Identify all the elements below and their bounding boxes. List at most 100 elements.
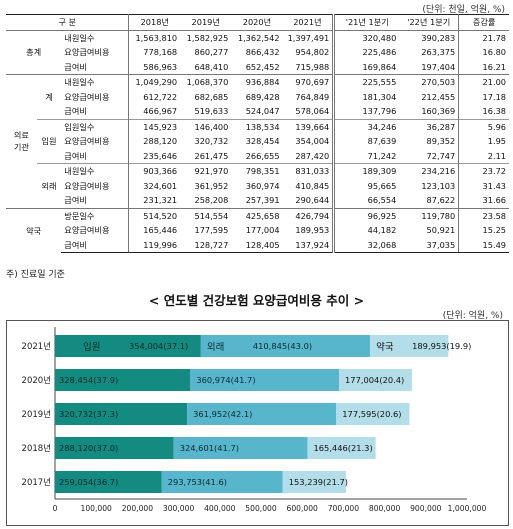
cell-quarter-value: 225,555 xyxy=(332,74,400,90)
table-row: 요양급여비용 778,168 860,277 866,432 954,802 225,48… xyxy=(6,45,509,60)
cell-year-value: 410,845 xyxy=(295,180,330,191)
cell-year-value: 128,727 xyxy=(180,237,232,253)
cell-quarter-value: 169,864 xyxy=(332,59,400,75)
cell-year-value: 903,366 xyxy=(128,163,181,179)
cell-quarter-value: 96,925 xyxy=(332,207,400,223)
cell-change-rate: 15.49 xyxy=(458,237,509,253)
x-tick-label: 700,000 xyxy=(328,504,360,513)
cell-year-value: 138,534 xyxy=(231,118,283,134)
cell-year-value: 139,664 xyxy=(282,118,334,134)
series-name-outpatient: 외래 xyxy=(207,341,224,353)
year-label: 2017년 xyxy=(22,477,51,488)
cell-change-rate: 31.43 xyxy=(458,178,509,193)
header-change: 증감률 xyxy=(458,14,509,30)
table-row: 급여비 235,646 261,475 266,655 287,420 71,242 72,… xyxy=(6,148,509,164)
table-row: 외래 내원일수 903,366 921,970 798,351 831,033 189,30… xyxy=(6,163,509,208)
data-label: 354,004(37.1) xyxy=(129,341,188,351)
cell-year-value: 970,697 xyxy=(282,74,334,90)
cell-year-value: 177,595 xyxy=(194,225,229,235)
x-tick-label: 0 xyxy=(53,504,58,513)
cell-quarter-value: 160,369 xyxy=(421,106,456,116)
bar-segment-1 xyxy=(190,369,340,391)
bar-segment-0 xyxy=(55,471,162,493)
cell-quarter-value: 44,182 xyxy=(332,223,400,238)
cell-quarter-value: 36,287 xyxy=(399,118,459,134)
cell-change-rate: 31.66 xyxy=(458,193,509,208)
table-row: 요양급여비용 165,446 177,595 177,004 189,953 44,182… xyxy=(6,223,509,238)
cell-quarter-value: 89,352 xyxy=(426,136,456,146)
row-item-label: 급여비 xyxy=(64,195,87,205)
row-item-label: 요양급여비용 xyxy=(64,180,110,191)
cell-quarter-value: 32,068 xyxy=(332,237,400,253)
table-row: 급여비 466,967 519,633 524,047 578,064 137,796 16… xyxy=(6,104,509,119)
bar-segment-0 xyxy=(55,335,201,357)
bar-segment-0 xyxy=(55,437,174,459)
table-row: 급여비 119,996 128,727 128,405 137,924 32,068 37,… xyxy=(6,237,509,253)
cell-year-value: 1,563,810 xyxy=(128,29,181,45)
cell-year-value: 682,685 xyxy=(194,91,229,102)
cell-year-value: 425,658 xyxy=(231,207,283,223)
cell-year-value: 1,397,491 xyxy=(282,29,334,45)
row-item-label: 급여비 xyxy=(64,61,87,72)
data-label: 320,732(37.3) xyxy=(59,409,118,419)
table-row: 약국 방문일수 514,520 514,554 425,658 426,794 96,925… xyxy=(6,207,509,253)
x-tick-label: 800,000 xyxy=(369,504,401,513)
series-name-inpatient: 입원 xyxy=(83,341,100,353)
data-label: 177,595(20.6) xyxy=(342,409,401,419)
series-name-pharmacy: 약국 xyxy=(376,341,394,353)
cell-quarter-value: 263,375 xyxy=(421,47,456,57)
stats-table: 구 분 2018년 2019년 2020년 2021년 '21년 1분기 '22… xyxy=(6,14,509,253)
chart-title: < 연도별 건강보험 요양급여비용 추이 > xyxy=(148,293,365,308)
row-subgroup-label: 입원 xyxy=(36,118,62,164)
row-subgroup-label: 외래 xyxy=(36,163,62,208)
row-item-label: 급여비 xyxy=(64,150,87,161)
year-label: 2020년 xyxy=(22,375,51,386)
cell-year-value: 231,321 xyxy=(128,193,181,208)
bar-segment-2 xyxy=(339,369,412,391)
row-group-text: 약국 xyxy=(26,225,42,236)
x-tick-label: 900,000 xyxy=(410,504,442,513)
cell-year-value: 648,410 xyxy=(194,61,229,72)
bar-segment-1 xyxy=(187,403,337,425)
row-subgroup-label: 계 xyxy=(36,74,62,119)
cell-change-rate: 16.21 xyxy=(458,59,509,75)
cell-change-rate: 16.80 xyxy=(458,45,509,60)
cell-year-value: 287,420 xyxy=(295,150,330,161)
cell-year-value: 689,428 xyxy=(245,91,280,102)
data-label: 153,239(21.7) xyxy=(289,477,348,487)
table-row: 급여비 586,963 648,410 652,452 715,988 169,864 19… xyxy=(6,59,509,75)
cell-quarter-value: 234,216 xyxy=(399,163,459,179)
cell-quarter-value: 212,455 xyxy=(421,91,456,102)
cell-quarter-value: 119,780 xyxy=(399,207,459,223)
header-quarter: '22년 1분기 xyxy=(407,17,451,27)
cell-year-value: 514,554 xyxy=(180,207,232,223)
table-header-row: 구 분 2018년 2019년 2020년 2021년 '21년 1분기 '22… xyxy=(6,14,509,30)
cell-year-value: 290,644 xyxy=(295,195,330,205)
row-item-label: 요양급여비용 xyxy=(64,91,110,102)
row-item-label: 내원일수 xyxy=(61,163,129,179)
x-tick-label: 1,000,000 xyxy=(448,504,487,513)
cell-year-value: 288,120 xyxy=(128,134,181,149)
data-label: 259,054(36.7) xyxy=(59,477,118,487)
cell-quarter-value: 95,665 xyxy=(332,178,400,193)
table-unit-label: (단위: 천일, 억원, %) xyxy=(422,5,505,15)
row-item-label: 요양급여비용 xyxy=(64,47,110,57)
x-tick-label: 500,000 xyxy=(245,504,277,513)
data-label: 293,753(41.6) xyxy=(168,477,227,487)
cell-year-value: 1,068,370 xyxy=(180,74,232,90)
header-quarter: '21년 1분기 xyxy=(332,14,400,30)
row-group-text: 총계 xyxy=(26,47,42,58)
cell-year-value: 189,953 xyxy=(295,225,330,235)
cell-quarter-value: 87,639 xyxy=(332,134,400,149)
data-label: 324,601(41.7) xyxy=(180,443,239,453)
row-group-text: 의료 xyxy=(13,130,29,141)
table-row: 총계 내원일수 1,563,810 1,582,925 1,362,542 1,397,4… xyxy=(6,29,509,75)
cell-year-value: 257,391 xyxy=(245,195,280,205)
cell-year-value: 831,033 xyxy=(282,163,334,179)
data-label: 410,845(43.0) xyxy=(253,341,312,351)
cell-year-value: 798,351 xyxy=(231,163,283,179)
table-row: 급여비 231,321 258,208 257,391 290,644 66,554 87,… xyxy=(6,193,509,208)
cell-quarter-value: 66,554 xyxy=(332,193,400,208)
data-label: 177,004(20.4) xyxy=(345,375,404,385)
cell-quarter-value: 123,103 xyxy=(421,180,456,191)
